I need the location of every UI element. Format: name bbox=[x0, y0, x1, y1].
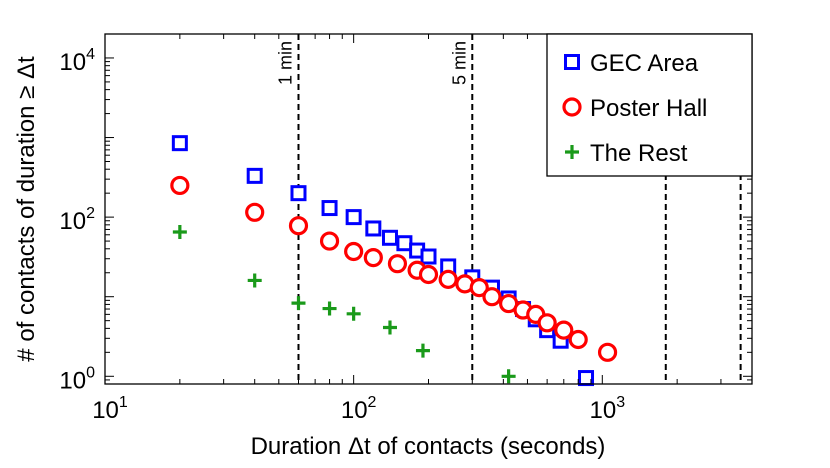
data-point-poster-hall bbox=[319, 231, 340, 251]
y-tick-label-base: 10 bbox=[59, 367, 86, 394]
legend-label-the-rest: The Rest bbox=[590, 140, 688, 167]
y-tick-label-base: 10 bbox=[59, 49, 86, 76]
data-point-gec-area bbox=[396, 235, 413, 252]
x-tick-label-exponent: 2 bbox=[368, 394, 377, 411]
y-tick-label-exponent: 4 bbox=[86, 46, 95, 63]
legend-label-gec-area: GEC Area bbox=[590, 50, 699, 77]
series-gec-area bbox=[171, 135, 595, 387]
data-point-poster-hall bbox=[170, 175, 190, 196]
x-tick-label: 101 bbox=[92, 394, 128, 424]
data-point-poster-hall bbox=[597, 342, 618, 362]
data-point-the-rest bbox=[415, 343, 430, 358]
legend-marker-poster-hall bbox=[562, 97, 582, 117]
y-tick-label: 104 bbox=[59, 46, 95, 76]
data-point-poster-hall bbox=[363, 248, 383, 268]
data-point-the-rest bbox=[322, 301, 337, 316]
data-point-poster-hall bbox=[387, 254, 408, 274]
data-point-poster-hall bbox=[418, 264, 439, 285]
x-tick-label: 102 bbox=[341, 394, 377, 424]
data-point-the-rest bbox=[501, 369, 516, 384]
x-tick-label-base: 10 bbox=[341, 397, 368, 424]
data-point-poster-hall bbox=[537, 313, 557, 333]
data-point-poster-hall bbox=[288, 216, 309, 236]
x-tick-label: 103 bbox=[589, 394, 625, 424]
data-point-gec-area bbox=[420, 248, 437, 265]
reference-line-label-5-min: 5 min bbox=[449, 41, 469, 85]
x-tick-label-exponent: 1 bbox=[119, 394, 128, 411]
series-poster-hall bbox=[170, 175, 618, 362]
data-point-gec-area bbox=[321, 200, 338, 217]
x-tick-label-base: 10 bbox=[92, 397, 119, 424]
data-point-gec-area bbox=[345, 209, 362, 226]
series-the-rest bbox=[172, 225, 516, 384]
legend-marker-gec-area bbox=[564, 54, 580, 70]
x-tick-label-exponent: 3 bbox=[616, 394, 625, 411]
data-point-poster-hall bbox=[344, 241, 364, 262]
data-point-the-rest bbox=[382, 320, 397, 335]
data-point-the-rest bbox=[172, 225, 187, 240]
data-point-poster-hall bbox=[245, 202, 265, 222]
data-point-poster-hall bbox=[438, 269, 458, 289]
data-point-gec-area bbox=[246, 167, 263, 184]
data-point-gec-area bbox=[290, 185, 307, 202]
data-point-poster-hall bbox=[568, 329, 588, 350]
data-point-gec-area bbox=[365, 220, 382, 237]
data-point-poster-hall bbox=[554, 320, 574, 340]
x-tick-label-base: 10 bbox=[589, 397, 616, 424]
data-point-gec-area bbox=[381, 229, 398, 246]
y-tick-label-exponent: 2 bbox=[86, 205, 95, 222]
y-axis-title: # of contacts of duration ≥ Δt bbox=[13, 56, 40, 362]
data-point-poster-hall bbox=[469, 278, 489, 298]
legend-marker-the-rest bbox=[565, 145, 579, 159]
data-point-the-rest bbox=[291, 296, 306, 311]
x-axis-title: Duration Δt of contacts (seconds) bbox=[251, 433, 606, 460]
y-tick-label-base: 10 bbox=[59, 208, 86, 235]
y-tick-label: 102 bbox=[59, 205, 95, 235]
data-point-gec-area bbox=[171, 135, 188, 152]
y-tick-label-exponent: 0 bbox=[86, 364, 95, 381]
y-tick-label: 100 bbox=[59, 364, 95, 394]
data-point-poster-hall bbox=[482, 287, 502, 307]
data-point-the-rest bbox=[247, 273, 262, 288]
data-layer bbox=[170, 135, 618, 387]
legend-label-poster-hall: Poster Hall bbox=[590, 95, 707, 122]
reference-line-label-1-min: 1 min bbox=[275, 41, 295, 85]
legend: GEC Area Poster Hall The Rest bbox=[546, 33, 753, 177]
data-point-the-rest bbox=[346, 306, 361, 321]
